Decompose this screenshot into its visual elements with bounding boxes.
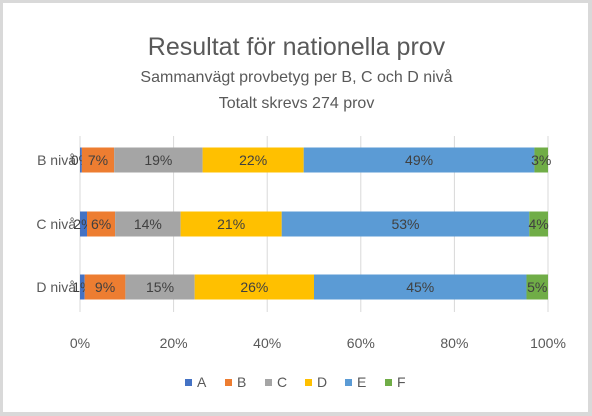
bar-segment — [81, 147, 115, 173]
bar-segment — [314, 274, 527, 300]
bar-segment — [202, 147, 304, 173]
category-label: C nivå — [36, 216, 76, 232]
bar-segment — [87, 211, 116, 237]
data-label: 53% — [391, 216, 419, 232]
bar-segment — [80, 147, 82, 173]
bar-segment — [194, 274, 314, 300]
bar-segment — [529, 211, 548, 237]
data-label: 9% — [95, 279, 115, 295]
data-label: 5% — [527, 279, 547, 295]
data-label: 4% — [529, 216, 549, 232]
legend-swatch — [185, 379, 192, 386]
data-label: 49% — [405, 152, 433, 168]
legend-label: A — [197, 374, 207, 390]
x-tick-label: 80% — [440, 335, 468, 351]
bar-segment — [180, 211, 282, 237]
data-label: 7% — [88, 152, 108, 168]
chart-area: Resultat för nationella prov Sammanvägt … — [2, 2, 589, 413]
bar-segment — [125, 274, 195, 300]
legend-swatch — [385, 379, 392, 386]
data-label: 22% — [239, 152, 267, 168]
data-label: 19% — [144, 152, 172, 168]
data-label: 3% — [531, 152, 551, 168]
bar-segment — [303, 147, 535, 173]
chart-title: Resultat för nationella prov — [147, 33, 446, 61]
x-tick-label: 40% — [253, 335, 281, 351]
bar-segment — [115, 211, 181, 237]
category-label: B nivå — [37, 152, 76, 168]
data-label: 26% — [240, 279, 268, 295]
bar-segment — [526, 274, 548, 300]
legend-label: F — [397, 374, 406, 390]
category-label: D nivå — [36, 279, 76, 295]
data-label: 6% — [91, 216, 111, 232]
x-tick-label: 100% — [530, 335, 566, 351]
data-label: 21% — [217, 216, 245, 232]
chart-subtitle-total: Totalt skrevs 274 prov — [218, 95, 375, 112]
legend-swatch — [225, 379, 232, 386]
legend-label: D — [317, 374, 327, 390]
bar-segment — [114, 147, 203, 173]
data-label: 15% — [146, 279, 174, 295]
bar-segment — [80, 211, 88, 237]
chart-subtitle: Sammanvägt provbetyg per B, C och D nivå — [140, 69, 453, 86]
data-label: 45% — [406, 279, 434, 295]
legend-swatch — [265, 379, 272, 386]
legend-swatch — [345, 379, 352, 386]
x-tick-label: 60% — [347, 335, 375, 351]
bar-segment — [281, 211, 530, 237]
data-label: 14% — [134, 216, 162, 232]
bar-segment — [84, 274, 126, 300]
x-tick-label: 20% — [160, 335, 188, 351]
bar-segment — [80, 274, 85, 300]
bar-segment — [534, 147, 548, 173]
legend-label: B — [237, 374, 246, 390]
legend-label: C — [277, 374, 287, 390]
x-tick-label: 0% — [70, 335, 90, 351]
legend-label: E — [357, 374, 366, 390]
legend-swatch — [305, 379, 312, 386]
